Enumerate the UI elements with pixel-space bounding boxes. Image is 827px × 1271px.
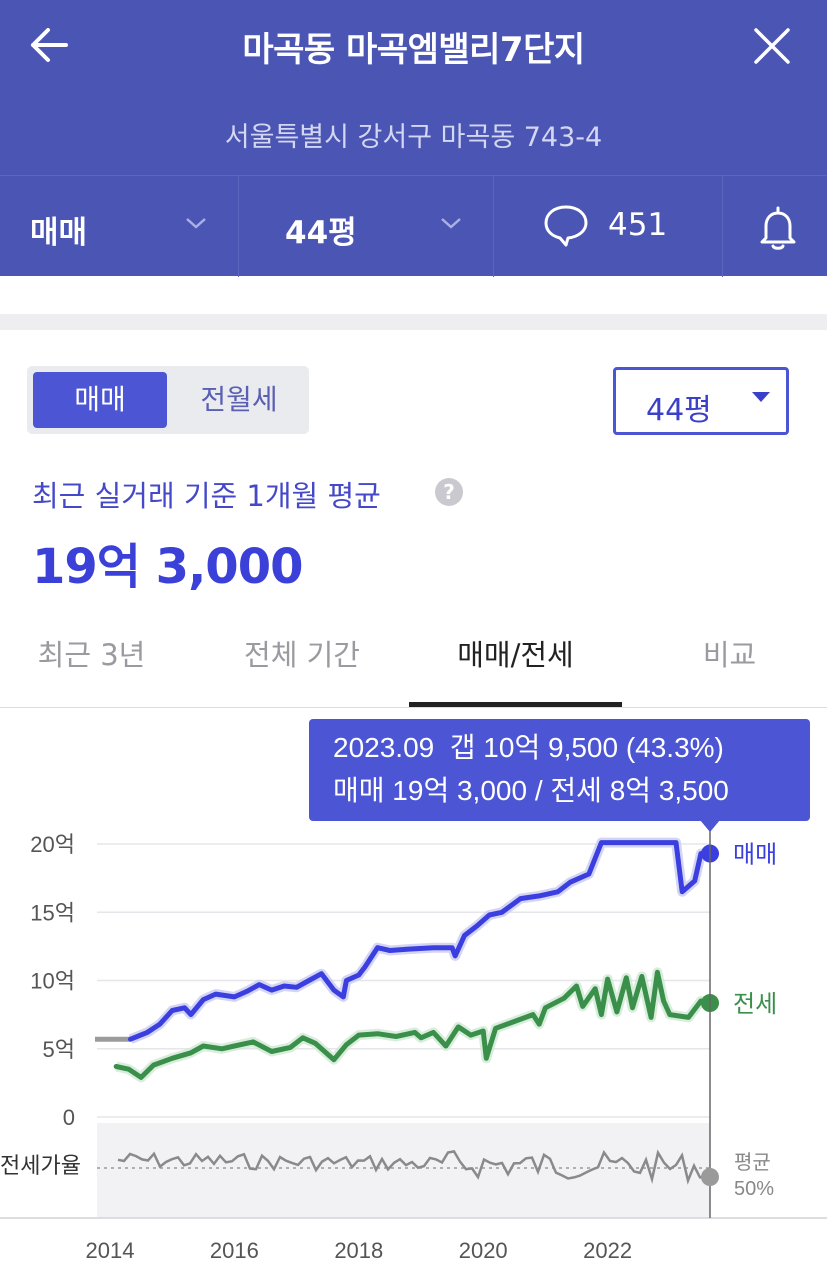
speech-bubble-icon [544,205,588,247]
caret-down-icon [752,392,770,402]
grid-lines [97,843,710,1118]
series-line-sale [128,840,719,1042]
deal-type-label: 매매 [30,215,88,251]
deal-type-select[interactable]: 매매 [0,176,239,277]
active-tab-underline [409,702,622,707]
alarm-button[interactable] [723,176,827,277]
deal-toggle: 매매 전월세 [27,366,309,434]
y-tick-label: 20억 [30,832,75,857]
help-icon[interactable]: ? [435,478,463,506]
tab-all-period[interactable]: 전체 기간 [244,638,360,672]
y-tick-label: 15억 [30,900,75,925]
ratio-label: 전세가율 [0,1153,81,1178]
comments-button[interactable]: 451 [494,176,723,277]
address-text: 서울특별시 강서구 마곡동 743-4 [224,122,603,153]
ratio-avg-label-2: 50% [734,1178,774,1200]
ratio-end-marker [701,1168,719,1186]
close-icon[interactable] [752,26,792,66]
average-label: 최근 실거래 기준 1개월 평균 [32,479,381,513]
ratio-avg-label-1: 평균 [734,1151,771,1174]
period-tabs: 최근 3년 전체 기간 매매/전세 비교 [0,610,827,708]
tooltip-line-1: 2023.09 갭 10억 9,500 (43.3%) [333,732,724,763]
bell-icon [760,206,796,250]
toggle-sale[interactable]: 매매 [33,372,167,428]
filter-bar: 매매 44평 451 [0,175,827,277]
y-tick-label: 0 [63,1105,75,1130]
y-axis: 20억 15억 10억 5억 0 [30,832,75,1130]
y-tick-label: 5억 [43,1037,75,1062]
x-tick-label: 2014 [86,1238,135,1263]
app-header: 마곡동 마곡엠밸리7단지 서울특별시 강서구 마곡동 743-4 매매 44평 … [0,0,827,277]
x-axis: 2014 2016 2018 2020 2022 [86,1238,633,1263]
x-tick-label: 2016 [210,1238,259,1263]
tooltip: 2023.09 갭 10억 9,500 (43.3%) 매매 19억 3,000… [309,719,810,832]
area-dropdown-value: 44평 [646,393,712,428]
tab-recent-3y[interactable]: 최근 3년 [37,638,146,672]
ratio-band [97,1123,710,1217]
chevron-down-icon [186,218,206,229]
series-label: 매매 [733,842,777,869]
chevron-down-icon [441,218,461,229]
page-title: 마곡동 마곡엠밸리7단지 [242,30,585,70]
series-label: 전세 [733,991,777,1018]
series-line-jeonse [113,969,719,1080]
tooltip-line-2: 매매 19억 3,000 / 전세 8억 3,500 [333,775,729,806]
arrow-left-icon[interactable] [26,22,72,68]
average-price: 19억 3,000 [32,539,303,595]
section-divider [0,314,827,330]
comment-count: 451 [608,207,668,243]
area-label: 44평 [285,215,357,251]
ratio-series-line [117,1149,711,1185]
tab-compare[interactable]: 비교 [702,638,757,672]
area-select-header[interactable]: 44평 [239,176,494,277]
x-tick-label: 2018 [334,1238,383,1263]
y-tick-label: 10억 [30,969,75,994]
toggle-rent[interactable]: 전월세 [200,383,278,416]
x-tick-label: 2020 [459,1238,508,1263]
area-dropdown[interactable]: 44평 [613,367,789,435]
tab-sale-jeonse[interactable]: 매매/전세 [457,638,574,672]
x-tick-label: 2022 [583,1238,632,1263]
